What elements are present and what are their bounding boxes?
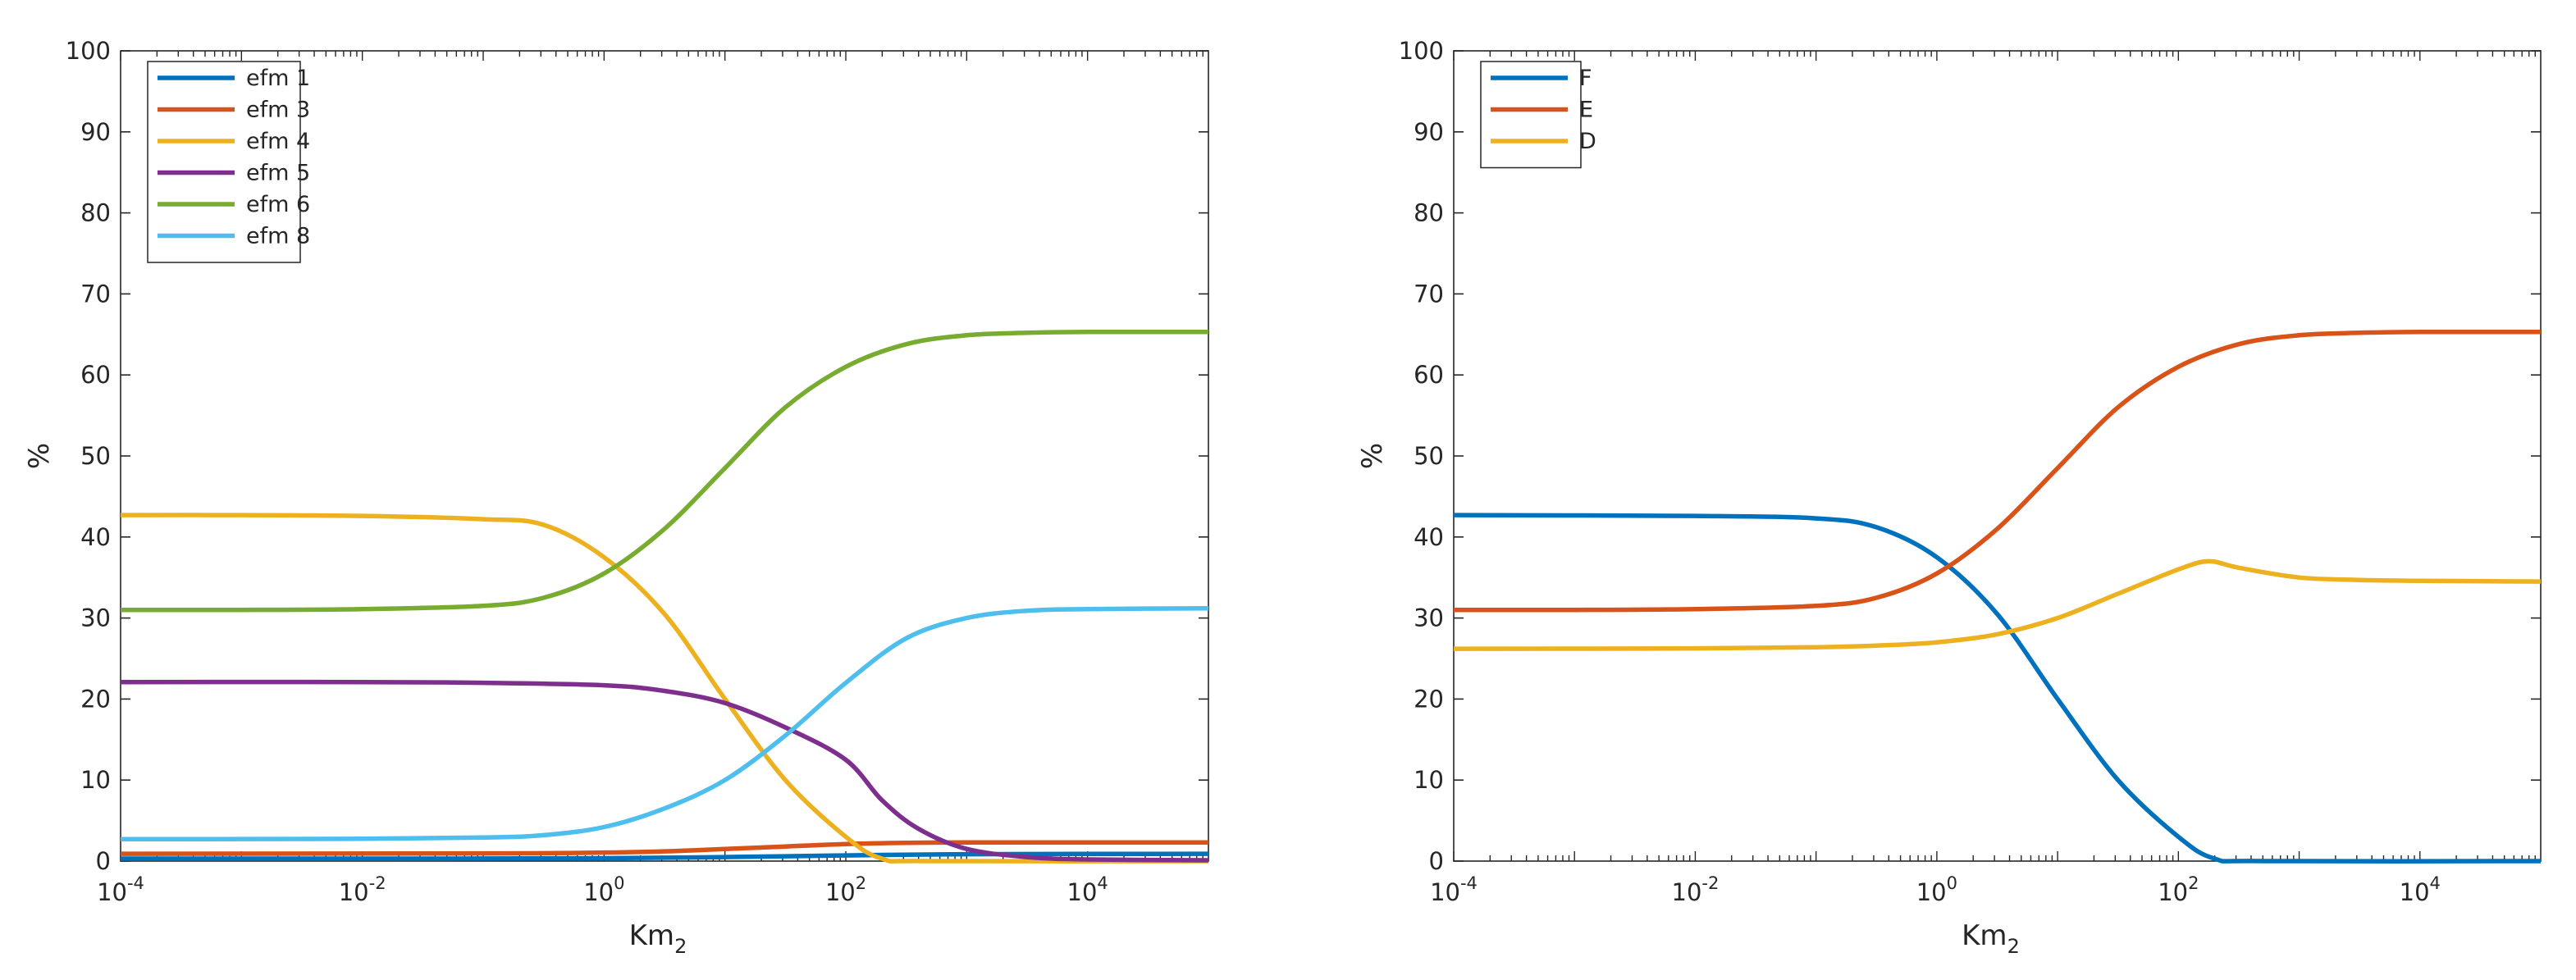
right-legend-label: F: [1579, 66, 1592, 91]
right-legend-label: E: [1579, 98, 1593, 123]
left-legend-label: efm 3: [246, 98, 310, 123]
left-y-tick-label: 10: [80, 766, 111, 794]
right-legend-label: D: [1579, 129, 1596, 154]
left-legend-entry: efm 1: [158, 66, 310, 91]
left-legend-entry: efm 8: [158, 224, 310, 249]
left-x-tick-label: 100: [583, 873, 624, 906]
right-x-tick-label: 104: [2400, 873, 2441, 906]
left-y-axis-label: %: [23, 443, 56, 469]
left-legend-label: efm 5: [246, 161, 310, 186]
right-legend-entry: D: [1491, 129, 1596, 154]
left-series-line-3: [120, 513, 1209, 864]
right-plot-area: [1453, 50, 2542, 862]
right-y-tick-label: 0: [1429, 847, 1444, 875]
left-legend-entry: efm 4: [158, 129, 310, 154]
left-y-tick-label: 0: [96, 847, 111, 875]
left-x-tick-label: 10-2: [339, 873, 386, 906]
left-chart: 10-4 10-2 100 102 104 0 10 20 30 40 50 6…: [23, 37, 1209, 958]
right-x-tick-label: 10-4: [1430, 873, 1478, 906]
right-series-line-1: [1453, 513, 2542, 864]
left-series-line-5: [120, 330, 1209, 613]
left-legend-label: efm 8: [246, 224, 310, 249]
right-y-axis-label: %: [1356, 443, 1389, 469]
right-y-tick-label: 50: [1414, 442, 1444, 470]
left-series-line-2: [120, 840, 1209, 856]
left-legend-label: efm 4: [246, 129, 310, 154]
left-series-line-4: [120, 679, 1209, 863]
left-y-tick-label: 100: [66, 37, 111, 65]
left-y-tick-label: 60: [80, 361, 111, 389]
left-y-tick-label: 90: [80, 118, 111, 146]
right-chart: 10-4 10-2 100 102 104 0 10 20 30 40 50 6…: [1356, 37, 2542, 958]
left-y-tick-label: 20: [80, 685, 111, 713]
left-legend-label: efm 1: [246, 66, 310, 91]
right-y-tick-label: 100: [1399, 37, 1444, 65]
left-x-tick-labels: 10-4 10-2 100 102 104: [97, 873, 1108, 906]
right-series-line-3: [1453, 558, 2542, 651]
right-x-tick-label: 100: [1916, 873, 1957, 906]
right-y-tick-label: 90: [1414, 118, 1444, 146]
right-y-tick-label: 80: [1414, 199, 1444, 227]
left-legend-entry: efm 3: [158, 98, 310, 123]
right-series-line-2: [1453, 330, 2542, 613]
right-legend: F E D: [1480, 61, 1596, 169]
left-y-tick-label: 30: [80, 604, 111, 632]
left-x-axis-label: Km2: [629, 919, 687, 958]
left-x-tick-label: 10-4: [97, 873, 144, 906]
right-series-layer: [1453, 330, 2542, 864]
right-y-tick-label: 70: [1414, 280, 1444, 308]
right-y-tick-label: 10: [1414, 766, 1444, 794]
right-y-tick-label: 20: [1414, 685, 1444, 713]
left-y-tick-label: 40: [80, 523, 111, 551]
right-x-tick-label: 10-2: [1672, 873, 1720, 906]
right-x-axis-label: Km2: [1962, 919, 2020, 958]
right-legend-entry: E: [1491, 98, 1593, 123]
left-y-tick-label: 50: [80, 442, 111, 470]
left-y-tick-labels: 0 10 20 30 40 50 60 70 80 90 100: [66, 37, 111, 875]
left-plot-area: [120, 50, 1209, 862]
right-y-tick-labels: 0 10 20 30 40 50 60 70 80 90 100: [1399, 37, 1444, 875]
left-series-layer: [120, 330, 1209, 864]
left-legend-box: [147, 61, 301, 263]
left-legend-entry: efm 5: [158, 161, 310, 186]
right-x-tick-label: 102: [2158, 873, 2199, 906]
right-legend-entry: F: [1491, 66, 1592, 91]
left-x-tick-label: 104: [1067, 873, 1108, 906]
right-y-tick-label: 60: [1414, 361, 1444, 389]
left-legend: efm 1 efm 3 efm 4 efm 5 efm 6 efm 8: [147, 61, 310, 263]
right-x-tick-labels: 10-4 10-2 100 102 104: [1430, 873, 2441, 906]
left-y-tick-label: 70: [80, 280, 111, 308]
left-axes-box: [120, 50, 1209, 862]
right-y-tick-label: 40: [1414, 523, 1444, 551]
left-series-line-6: [120, 605, 1209, 842]
left-y-tick-label: 80: [80, 199, 111, 227]
left-legend-entry: efm 6: [158, 192, 310, 217]
right-y-tick-label: 30: [1414, 604, 1444, 632]
right-axes-box: [1453, 50, 2542, 862]
left-legend-label: efm 6: [246, 192, 310, 217]
left-x-tick-label: 102: [825, 873, 866, 906]
